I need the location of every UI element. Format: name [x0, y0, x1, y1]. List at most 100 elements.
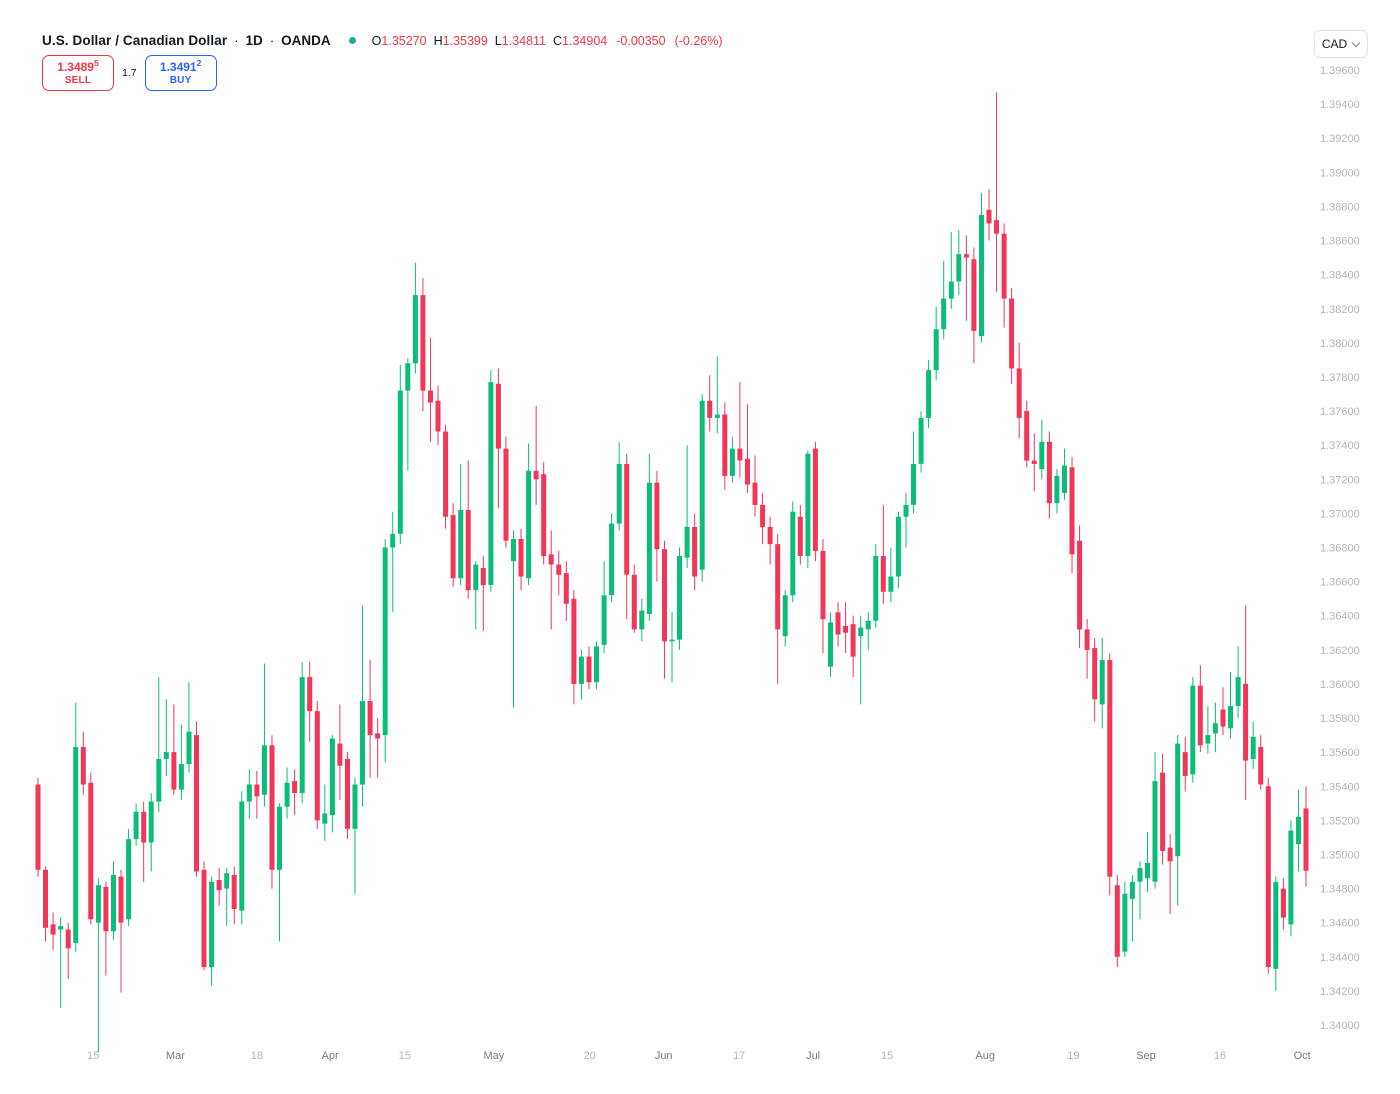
- candle[interactable]: [239, 801, 245, 911]
- candle[interactable]: [103, 886, 109, 932]
- candle[interactable]: [895, 516, 901, 577]
- candle[interactable]: [1001, 233, 1007, 299]
- candle[interactable]: [126, 839, 132, 920]
- candle[interactable]: [812, 448, 818, 551]
- candle[interactable]: [662, 549, 667, 642]
- candle[interactable]: [1265, 786, 1271, 967]
- candle[interactable]: [299, 677, 305, 794]
- candle[interactable]: [586, 656, 592, 683]
- candle[interactable]: [1099, 660, 1105, 705]
- candle[interactable]: [495, 383, 501, 449]
- candle[interactable]: [1039, 441, 1045, 470]
- candle[interactable]: [412, 295, 418, 364]
- candle[interactable]: [163, 752, 169, 759]
- candle[interactable]: [95, 885, 101, 923]
- candle[interactable]: [1258, 747, 1264, 785]
- candle[interactable]: [216, 880, 222, 891]
- candle[interactable]: [1107, 660, 1113, 877]
- candle[interactable]: [428, 390, 433, 403]
- candle[interactable]: [277, 806, 282, 870]
- candle[interactable]: [465, 510, 471, 591]
- candle[interactable]: [578, 656, 584, 684]
- sell-button[interactable]: 1.34895 SELL: [42, 55, 114, 92]
- candle[interactable]: [1205, 735, 1211, 744]
- candle[interactable]: [1054, 475, 1060, 504]
- candle[interactable]: [405, 363, 411, 391]
- candle[interactable]: [594, 646, 599, 683]
- candle[interactable]: [307, 677, 313, 712]
- candle[interactable]: [458, 510, 464, 579]
- candle[interactable]: [1122, 893, 1128, 952]
- candle[interactable]: [1062, 465, 1067, 493]
- candle[interactable]: [58, 926, 64, 930]
- candle[interactable]: [926, 370, 932, 418]
- candle[interactable]: [1175, 743, 1181, 857]
- candle[interactable]: [284, 782, 290, 807]
- candle[interactable]: [767, 527, 773, 545]
- candle[interactable]: [1197, 685, 1203, 746]
- candle[interactable]: [873, 556, 879, 621]
- candle[interactable]: [1114, 885, 1120, 957]
- candle[interactable]: [1288, 830, 1294, 925]
- candle[interactable]: [654, 482, 660, 550]
- candle[interactable]: [601, 595, 607, 645]
- candle[interactable]: [1228, 706, 1233, 729]
- candle[interactable]: [1046, 441, 1052, 504]
- candle[interactable]: [503, 448, 509, 541]
- candle[interactable]: [541, 474, 547, 557]
- candle[interactable]: [918, 417, 924, 464]
- candle[interactable]: [261, 745, 267, 795]
- candle[interactable]: [1303, 808, 1309, 871]
- candle[interactable]: [50, 924, 56, 935]
- candle[interactable]: [563, 573, 569, 604]
- candle[interactable]: [511, 539, 516, 562]
- candle[interactable]: [865, 620, 871, 630]
- candle[interactable]: [729, 448, 735, 476]
- candle[interactable]: [1069, 467, 1075, 555]
- candle[interactable]: [1250, 736, 1256, 759]
- candle[interactable]: [1024, 411, 1030, 461]
- candle[interactable]: [1129, 881, 1135, 899]
- candle[interactable]: [322, 813, 328, 824]
- candle[interactable]: [1092, 648, 1098, 700]
- candle[interactable]: [911, 463, 916, 505]
- candle[interactable]: [224, 873, 230, 889]
- candle[interactable]: [616, 463, 622, 524]
- candle[interactable]: [858, 627, 864, 637]
- candle[interactable]: [156, 759, 162, 802]
- candle[interactable]: [775, 544, 781, 630]
- candle[interactable]: [1273, 881, 1279, 969]
- candle[interactable]: [684, 527, 690, 558]
- candle[interactable]: [118, 876, 124, 923]
- candle[interactable]: [201, 869, 207, 967]
- candle[interactable]: [548, 554, 554, 565]
- candle[interactable]: [367, 701, 373, 736]
- candle[interactable]: [843, 625, 849, 633]
- candle[interactable]: [669, 639, 675, 642]
- candle[interactable]: [971, 259, 977, 331]
- candle[interactable]: [714, 414, 720, 418]
- candle[interactable]: [571, 598, 577, 684]
- candle[interactable]: [382, 547, 388, 736]
- candle[interactable]: [556, 564, 562, 575]
- candle[interactable]: [941, 298, 947, 330]
- candle[interactable]: [488, 382, 494, 585]
- candle[interactable]: [646, 482, 652, 614]
- candle[interactable]: [797, 516, 803, 556]
- candle[interactable]: [745, 458, 750, 485]
- candle[interactable]: [880, 556, 886, 592]
- timeframe[interactable]: 1D: [245, 33, 263, 48]
- candle[interactable]: [1031, 460, 1037, 464]
- candle[interactable]: [752, 482, 758, 505]
- candle[interactable]: [986, 209, 992, 224]
- candle[interactable]: [473, 564, 479, 591]
- candle[interactable]: [1296, 816, 1301, 845]
- candle[interactable]: [420, 295, 426, 391]
- candle[interactable]: [518, 539, 524, 577]
- candle[interactable]: [699, 400, 705, 570]
- candle[interactable]: [186, 731, 192, 765]
- candle[interactable]: [80, 747, 86, 785]
- candle[interactable]: [397, 390, 403, 534]
- candle[interactable]: [722, 414, 728, 476]
- candle[interactable]: [948, 281, 954, 299]
